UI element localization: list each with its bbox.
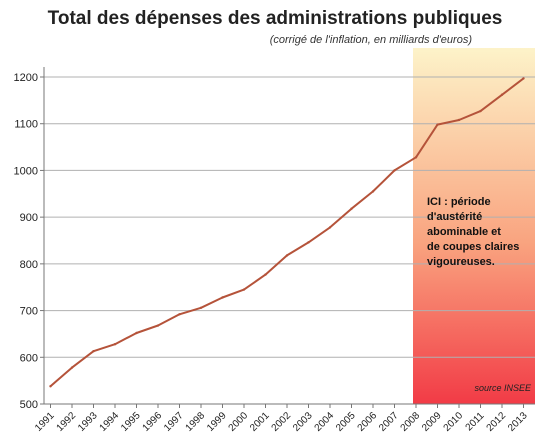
x-tick-label: 1994 (98, 410, 122, 434)
x-tick-label: 1991 (33, 410, 57, 434)
data-point (522, 77, 525, 80)
y-tick-label: 800 (20, 259, 38, 271)
x-tick-label: 2005 (334, 410, 358, 434)
annotation-line: d'austérité (427, 211, 482, 223)
highlight-band (413, 48, 535, 404)
y-tick-label: 900 (20, 212, 38, 224)
y-tick-label: 600 (20, 352, 38, 364)
data-point (113, 343, 117, 346)
data-point (414, 156, 418, 159)
x-tick-label: 2004 (313, 410, 337, 434)
x-tick-label: 2007 (377, 410, 401, 434)
x-tick-label: 2000 (227, 410, 251, 434)
data-point (178, 313, 181, 316)
x-tick-label: 2001 (248, 410, 272, 434)
x-tick-label: 2003 (291, 410, 315, 434)
data-point (92, 350, 95, 353)
x-tick-label: 2012 (485, 410, 509, 434)
x-tick-label: 2009 (420, 410, 444, 434)
x-tick-label: 2002 (270, 410, 294, 434)
data-point (371, 190, 375, 193)
data-point (285, 254, 289, 257)
x-tick-label: 1998 (184, 410, 208, 434)
data-point (393, 169, 396, 172)
x-tick-label: 1992 (55, 410, 79, 434)
data-point (500, 93, 504, 96)
y-tick-label: 1100 (14, 119, 38, 131)
chart-subtitle: (corrigé de l'inflation, en milliards d'… (269, 34, 472, 46)
data-point (328, 226, 332, 229)
x-tick-label: 1999 (205, 410, 229, 434)
data-point (264, 273, 267, 276)
x-tick-label: 2006 (356, 410, 380, 434)
source-label: source INSEE (474, 383, 532, 393)
x-tick-label: 1997 (162, 410, 186, 434)
y-tick-label: 1000 (14, 165, 38, 177)
chart-title: Total des dépenses des administrations p… (47, 8, 503, 29)
data-point (350, 207, 353, 210)
x-tick-label: 2008 (399, 410, 423, 434)
data-point (49, 385, 52, 388)
data-point (307, 241, 310, 244)
x-tick-label: 2011 (464, 410, 487, 433)
data-point (135, 331, 138, 335)
y-tick-label: 500 (20, 399, 38, 411)
data-point (457, 118, 461, 122)
data-point (436, 123, 439, 126)
data-point (70, 366, 74, 369)
x-tick-label: 1996 (141, 410, 165, 434)
annotation-line: de coupes claires (427, 241, 519, 253)
annotation-line: vigoureuses. (427, 256, 495, 268)
data-point (199, 306, 203, 309)
x-tick-label: 1993 (76, 410, 100, 434)
x-tick-label: 2010 (442, 410, 466, 434)
y-tick-label: 700 (20, 306, 38, 318)
y-tick-label: 1200 (14, 72, 38, 84)
data-point (242, 288, 246, 291)
data-point (479, 109, 482, 113)
data-point (221, 296, 224, 299)
data-point (156, 324, 160, 327)
annotation-line: ICI : période (427, 196, 491, 208)
annotation-note: ICI : période d'austérité abominable et de … (427, 196, 519, 268)
annotation-line: abominable et (427, 226, 501, 238)
x-tick-label: 1995 (119, 410, 143, 434)
x-tick-label: 2013 (506, 410, 530, 434)
